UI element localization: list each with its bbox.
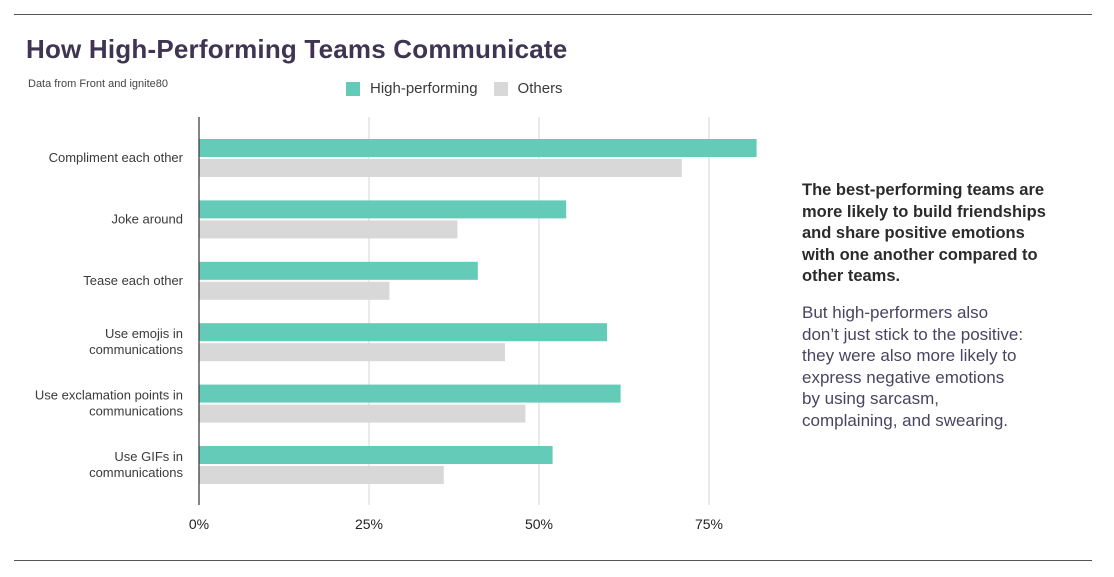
category-label-line: communications [89,342,183,357]
body-line: complaining, and swearing. [802,410,1009,430]
bar-others [199,281,390,300]
category-label-line: Compliment each other [49,150,184,165]
category-label-line: Use emojis in [105,326,183,341]
body-line: by using sarcasm, [802,389,939,408]
legend-label-others: Others [517,80,563,97]
body-line: But high-performers also [802,303,989,322]
category-label-line: communications [89,465,183,480]
legend-item-others: Others [493,80,563,97]
category-label-line: Use exclamation points in [35,388,183,403]
bar-chart: Compliment each other Joke around Tease ea… [35,117,757,532]
body-line: don’t just stick to the positive: [802,324,1024,344]
category-label-line: communications [89,404,183,419]
category-label-line: Joke around [111,211,183,226]
key-finding-text: The best-performing teams are more likely… [802,180,1082,288]
bar-high-performing [199,446,553,464]
bold-line: with one another compared to [802,245,1038,264]
supporting-text: But high-performers also don’t just stick… [802,302,1082,431]
bar-high-performing [199,200,567,219]
category-label: Compliment each other [49,150,184,165]
body-line: express negative emotions [802,367,1005,387]
category-label: Use GIFs in communications [89,449,183,480]
category-label-line: Tease each other [83,273,183,288]
bar-others [199,220,458,239]
chart-legend: High-performing Others [346,80,579,97]
legend-swatch-others [493,81,508,96]
x-tick-label: 75% [695,516,723,532]
bar-others [199,404,526,423]
x-tick-label: 50% [525,516,553,532]
category-label: Tease each other [83,273,183,288]
bold-line: and share positive emotions [802,224,1025,242]
bar-high-performing [199,139,757,157]
bar-others [199,343,505,362]
category-label: Use exclamation points in communications [35,388,184,419]
body-line: they were also more likely to [802,346,1017,365]
x-tick-label: 0% [189,516,209,532]
data-source-note: Data from Front and ignite80 [28,78,169,90]
category-label: Use emojis in communications [89,326,183,357]
x-tick-label: 25% [355,516,383,532]
bold-line: more likely to build friendships [802,202,1046,221]
bold-line: other teams. [802,267,901,285]
legend-item-high-performing: High-performing [346,80,478,97]
bottom-divider [14,560,1092,561]
bold-line: The best-performing teams are [802,181,1045,199]
legend-label-high-performing: High-performing [370,80,478,97]
bar-high-performing [199,384,621,403]
top-divider [14,14,1092,15]
bar-high-performing [199,323,607,342]
chart-title: How High-Performing Teams Communicate [26,34,568,64]
bar-others [199,466,444,484]
bar-high-performing [199,261,478,280]
legend-swatch-high-performing [346,81,360,96]
category-label: Joke around [111,211,183,226]
category-label-line: Use GIFs in [114,449,183,464]
bar-others [199,159,682,177]
